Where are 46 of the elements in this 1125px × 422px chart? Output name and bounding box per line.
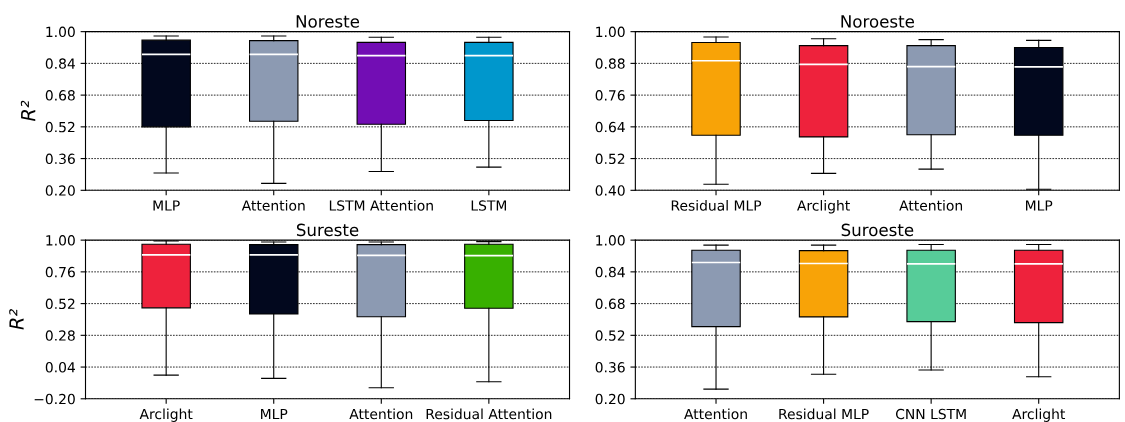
x-tick-label: Attention — [241, 200, 305, 211]
y-tick-label: 0.52 — [45, 298, 75, 310]
x-tick-label: Residual MLP — [671, 200, 762, 211]
x-tick-label: MLP — [1026, 200, 1053, 211]
y-tick-label: 0.88 — [595, 58, 625, 69]
y-tick-label: −0.20 — [34, 393, 75, 405]
y-tick-label: 0.84 — [595, 266, 625, 278]
y-tick-label: 1.00 — [596, 26, 625, 38]
y-tick-label: 1.00 — [46, 26, 75, 38]
x-tick-label: CNN LSTM — [895, 408, 966, 420]
y-tick-label: 1.00 — [46, 235, 75, 246]
chart-title: Sureste — [296, 223, 359, 237]
y-tick-label: 0.20 — [45, 185, 75, 196]
y-tick-label: 0.68 — [595, 298, 625, 310]
x-tick-label: Residual MLP — [779, 408, 869, 420]
y-tick-label: 0.28 — [45, 330, 75, 341]
y-tick-label: 0.52 — [595, 153, 625, 165]
y-tick-label: 0.76 — [45, 266, 75, 278]
x-tick-label: LSTM — [471, 200, 507, 211]
y-tick-label: 0.20 — [595, 393, 625, 405]
chart-title: Noreste — [296, 15, 360, 28]
y-tick-label: 0.04 — [45, 362, 75, 373]
chart-title: Noroeste — [841, 15, 915, 28]
y-tick-label: 0.52 — [45, 121, 75, 133]
y-tick-label: 0.40 — [595, 185, 625, 196]
y-tick-label: 1.00 — [596, 235, 625, 246]
x-tick-label: Arclight — [1012, 408, 1066, 422]
x-tick-label: Arclight — [797, 200, 850, 214]
y-axis-title: R² — [20, 100, 36, 122]
x-tick-label: Attention — [899, 200, 963, 211]
x-tick-label: Attention — [684, 408, 747, 420]
y-tick-label: 0.84 — [45, 58, 75, 69]
x-tick-label: LSTM Attention — [329, 200, 433, 211]
y-tick-label: 0.64 — [595, 121, 625, 133]
y-tick-label: 0.36 — [595, 362, 625, 373]
x-tick-label: Attention — [349, 408, 413, 420]
x-tick-label: Arclight — [139, 408, 193, 422]
x-tick-label: Residual Attention — [426, 408, 552, 420]
y-tick-label: 0.68 — [45, 90, 75, 101]
x-tick-label: MLP — [261, 408, 288, 420]
y-axis-title: R² — [9, 309, 24, 330]
y-tick-label: 0.36 — [45, 153, 75, 165]
x-tick-label: MLP — [153, 200, 180, 211]
y-tick-label: 0.76 — [595, 90, 625, 101]
chart-title: Suroeste — [841, 223, 914, 237]
y-tick-label: 0.52 — [595, 330, 625, 341]
